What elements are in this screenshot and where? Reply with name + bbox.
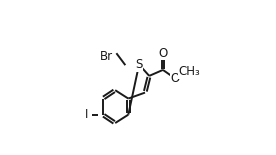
Text: O: O [158, 47, 168, 60]
Text: O: O [170, 72, 179, 85]
Text: S: S [135, 58, 143, 71]
Text: CH₃: CH₃ [178, 65, 200, 78]
Text: I: I [85, 108, 88, 121]
Text: Br: Br [100, 50, 113, 63]
